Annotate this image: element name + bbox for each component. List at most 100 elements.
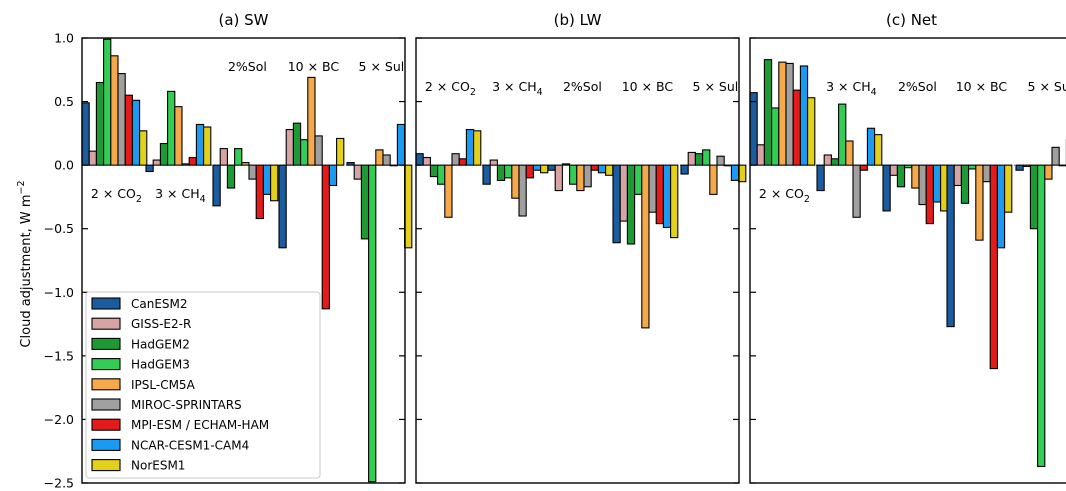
legend-label: NCAR-CESM1-CAM4 — [131, 438, 249, 452]
bar-mpi-esm-echam-ham — [321, 164, 330, 310]
bar-giss-e2-r — [1022, 164, 1031, 167]
bar-noresm1 — [807, 97, 816, 166]
bar-giss-e2-r — [353, 164, 362, 180]
bar-hadgem2 — [1029, 164, 1039, 230]
bar-ncar-cesm1-cam4 — [328, 164, 338, 187]
bar-mpi-esm-echam-ham — [792, 89, 801, 166]
bar-miroc-sprintars — [181, 163, 190, 166]
panel-title: (a) SW — [218, 11, 268, 29]
bar-canesm2 — [680, 164, 689, 175]
legend-label: GISS-E2-R — [131, 317, 191, 331]
bar-giss-e2-r — [554, 164, 563, 192]
y-tick-label: −1.5 — [44, 348, 74, 363]
bar-mpi-esm-echam-ham — [458, 158, 467, 166]
bar-ncar-cesm1-cam4 — [662, 164, 672, 228]
legend-item: MIROC-SPRINTARS — [91, 398, 242, 412]
legend-swatch — [91, 438, 121, 451]
bar-canesm2 — [1015, 164, 1024, 171]
bar-ipsl-cm5a — [1044, 164, 1053, 180]
y-tick-label: −2.5 — [44, 476, 74, 491]
bar-noresm1 — [670, 164, 679, 239]
bar-ipsl-cm5a — [110, 55, 119, 166]
bar-noresm1 — [139, 130, 148, 166]
bar-mpi-esm-echam-ham — [124, 94, 133, 166]
bar-hadgem2 — [896, 164, 906, 188]
panel-frame — [415, 37, 740, 484]
bar-hadgem2 — [95, 81, 105, 166]
bar-ipsl-cm5a — [911, 164, 920, 189]
legend-item: NCAR-CESM1-CAM4 — [91, 438, 249, 452]
panel-ticks — [750, 37, 756, 484]
bar-ipsl-cm5a — [375, 149, 384, 166]
bar-hadgem2 — [159, 142, 169, 166]
legend-swatch — [91, 358, 121, 371]
bar-hadgem3 — [634, 164, 643, 195]
y-tick-label: −1.0 — [44, 285, 74, 300]
category-label: 2%Sol — [563, 79, 602, 94]
bar-mpi-esm-echam-ham — [590, 164, 599, 171]
bar-giss-e2-r — [219, 148, 228, 166]
bar-canesm2 — [882, 164, 891, 212]
bar-ipsl-cm5a — [576, 164, 585, 192]
bar-miroc-sprintars — [518, 164, 527, 217]
bar-ipsl-cm5a — [444, 164, 453, 218]
bar-mpi-esm-echam-ham — [989, 164, 998, 370]
y-tick-label: 0.0 — [54, 158, 74, 173]
bar-canesm2 — [415, 153, 424, 166]
bar-hadgem3 — [368, 164, 377, 483]
bar-giss-e2-r — [619, 164, 628, 222]
bar-ncar-cesm1-cam4 — [799, 65, 809, 166]
bar-miroc-sprintars — [451, 153, 460, 166]
bar-hadgem2 — [694, 153, 704, 166]
bar-miroc-sprintars — [785, 62, 794, 166]
bar-miroc-sprintars — [716, 155, 725, 166]
legend-label: NorESM1 — [131, 459, 185, 473]
bar-hadgem3 — [1037, 164, 1046, 468]
category-label: 3 × CH4 — [492, 79, 543, 98]
bar-giss-e2-r — [152, 159, 161, 166]
bar-miroc-sprintars — [1051, 146, 1060, 166]
bar-hadgem3 — [437, 164, 446, 185]
legend-item: IPSL-CM5A — [91, 378, 196, 392]
bar-mpi-esm-echam-ham — [525, 164, 534, 179]
bar-miroc-sprintars — [982, 164, 991, 183]
bar-hadgem3 — [234, 148, 243, 166]
bar-hadgem3 — [968, 164, 977, 170]
bar-miroc-sprintars — [314, 135, 323, 166]
bar-ncar-cesm1-cam4 — [465, 128, 475, 166]
bar-mpi-esm-echam-ham — [188, 156, 197, 166]
bar-ncar-cesm1-cam4 — [932, 164, 942, 203]
panel-3: (c) Net 2 × CO2 3 × CH4 2%Sol 10 × BC 5 × Sul — [749, 11, 1066, 484]
bar-ncar-cesm1-cam4 — [532, 164, 542, 171]
bar-ipsl-cm5a — [975, 164, 984, 241]
legend-swatch — [91, 297, 121, 310]
bar-hadgem2 — [292, 122, 302, 166]
bar-ipsl-cm5a — [845, 140, 854, 166]
bar-ncar-cesm1-cam4 — [396, 123, 406, 166]
bar-hadgem2 — [360, 164, 370, 240]
legend-label: CanESM2 — [131, 297, 188, 311]
category-label: 2 × CO2 — [759, 186, 810, 205]
bar-giss-e2-r — [687, 151, 696, 166]
bar-giss-e2-r — [889, 164, 898, 176]
y-tick-label: 1.0 — [54, 31, 74, 46]
bar-mpi-esm-echam-ham — [655, 164, 664, 225]
category-label: 5 × Sul — [693, 79, 739, 94]
bar-hadgem2 — [429, 164, 439, 178]
panel-ticks — [416, 37, 739, 484]
bar-hadgem3 — [838, 103, 847, 166]
category-label: 3 × CH4 — [155, 186, 206, 205]
category-label: 2 × CO2 — [91, 186, 142, 205]
legend-swatch — [91, 337, 121, 350]
bar-canesm2 — [278, 164, 287, 249]
bar-giss-e2-r — [489, 159, 498, 166]
category-label: 2 × CO2 — [425, 79, 476, 98]
bar-noresm1 — [270, 164, 279, 202]
bar-ncar-cesm1-cam4 — [597, 164, 607, 174]
bar-hadgem2 — [226, 164, 236, 189]
legend-swatch — [91, 459, 121, 472]
legend-item: HadGEM2 — [91, 337, 190, 351]
bar-hadgem2 — [626, 164, 636, 245]
bar-ncar-cesm1-cam4 — [131, 99, 141, 166]
legend-label: HadGEM2 — [131, 337, 190, 351]
